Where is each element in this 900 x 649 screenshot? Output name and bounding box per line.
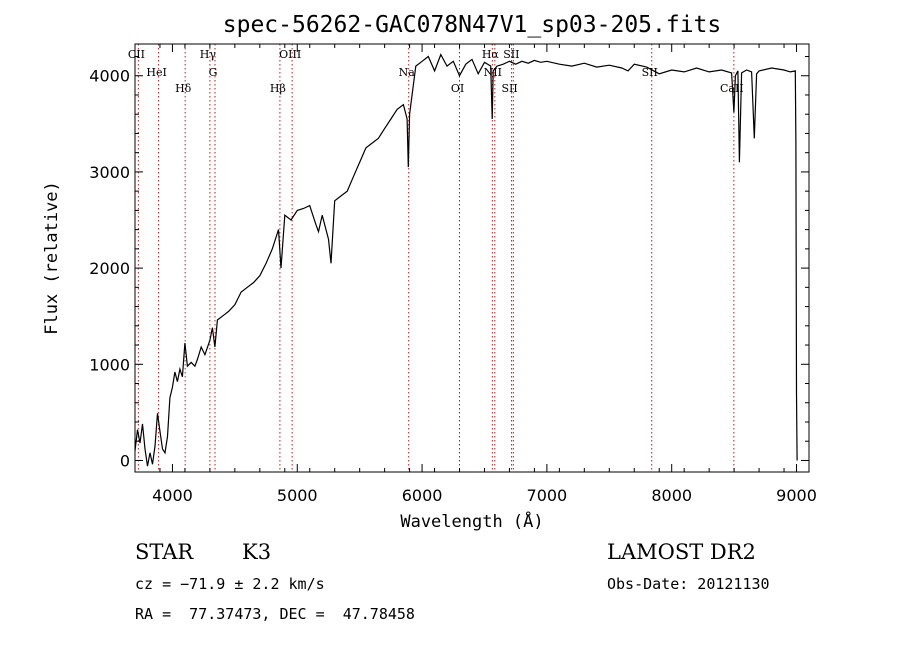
- spectral-line-label: G: [209, 66, 218, 79]
- survey-name: LAMOST DR2: [607, 540, 756, 564]
- object-subclass: K3: [242, 540, 272, 564]
- y-tick-label: 2000: [89, 259, 130, 278]
- x-tick-label: 6000: [402, 486, 443, 505]
- spectral-line-label: SII: [642, 66, 658, 79]
- spectrum-line: [134, 53, 798, 467]
- spectral-line-label: HeI: [146, 66, 166, 79]
- spectral-line-label: Hα: [482, 48, 500, 61]
- x-tick-label: 9000: [776, 486, 817, 505]
- x-tick-label: 5000: [277, 486, 318, 505]
- object-class: STAR: [135, 540, 194, 564]
- y-tick-label: 4000: [89, 67, 130, 86]
- x-tick-label: 7000: [527, 486, 568, 505]
- spectral-line-label: Hδ: [175, 82, 192, 95]
- x-tick-label: 8000: [651, 486, 692, 505]
- spectral-line-label: SII: [503, 48, 519, 61]
- spectral-lines: [137, 44, 735, 472]
- x-tick-label: 4000: [152, 486, 193, 505]
- spectral-line-label: CII: [128, 48, 145, 61]
- spectral-line-label: OIII: [279, 48, 301, 61]
- observation-date: Obs-Date: 20121130: [607, 575, 770, 593]
- y-tick-label: 3000: [89, 163, 130, 182]
- spectral-line-label: Na: [399, 66, 416, 79]
- spectral-line-label: SII: [501, 82, 517, 95]
- y-tick-label: 1000: [89, 355, 130, 374]
- y-tick-label: 0: [120, 451, 130, 470]
- spectral-line-label: Hβ: [270, 82, 286, 95]
- x-axis-label: Wavelength (Å): [400, 510, 543, 532]
- coordinates: RA = 77.37473, DEC = 47.78458: [135, 605, 415, 623]
- spectral-line-label: OI: [451, 82, 464, 95]
- y-axis-ticks: 0 1000 2000 3000 4000: [89, 56, 809, 470]
- chart-title: spec-56262-GAC078N47V1_sp03-205.fits: [223, 12, 722, 38]
- redshift-velocity: cz = −71.9 ± 2.2 km/s: [135, 575, 325, 593]
- x-axis-ticks: 4000 5000 6000 7000 8000 9000: [134, 44, 817, 505]
- y-axis-label: Flux (relative): [42, 181, 62, 335]
- plot-frame: [134, 43, 810, 473]
- spectral-line-label: Hγ: [200, 48, 217, 61]
